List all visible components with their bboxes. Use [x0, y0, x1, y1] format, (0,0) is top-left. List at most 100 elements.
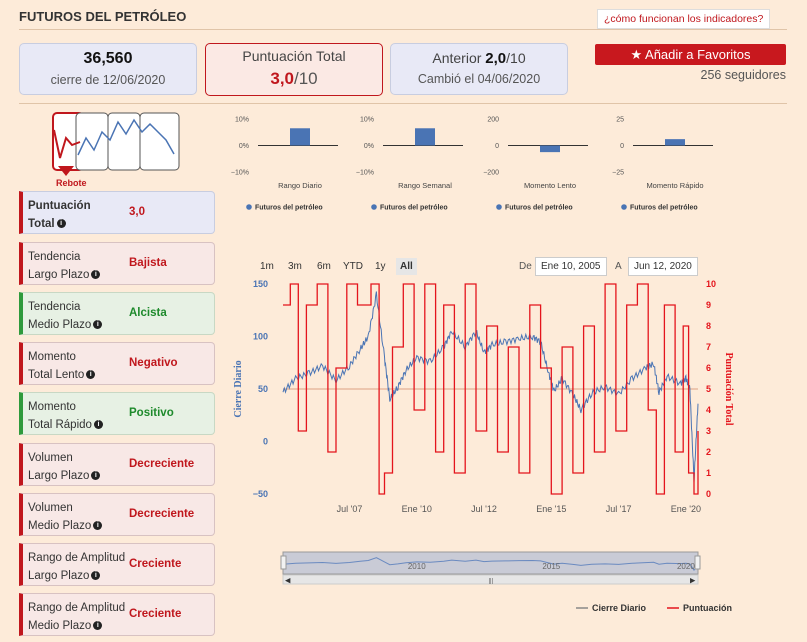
indicator-name-line2: Medio Plazo — [28, 520, 92, 532]
info-icon[interactable]: i — [93, 521, 103, 531]
mini-chart-label: Momento Rápido — [646, 181, 703, 190]
star-icon: ★ — [630, 47, 643, 62]
from-date-label: De — [519, 261, 532, 272]
indicator-row[interactable]: Tendencia Medio Plazo i Alcista — [19, 292, 215, 335]
legend-puntuacion[interactable]: Puntuación — [683, 603, 732, 613]
indicator-name-line1: Volumen — [28, 452, 73, 464]
previous-caption: Cambió el 04/06/2020 — [417, 72, 541, 86]
navigator-tick: 2015 — [542, 562, 560, 571]
range-button[interactable]: All — [396, 258, 417, 275]
range-button[interactable]: 6m — [317, 261, 331, 272]
navigator-handle-left[interactable] — [280, 555, 287, 570]
info-icon[interactable]: i — [93, 420, 103, 430]
indicator-name: Rango de Amplitud Largo Plazo i — [28, 549, 128, 585]
indicator-row[interactable]: Tendencia Largo Plazo i Bajista — [19, 242, 215, 285]
scroll-grip-icon[interactable]: ||| — [489, 579, 494, 585]
navigator-handle-right[interactable] — [694, 555, 701, 570]
indicator-row[interactable]: Rango de Amplitud Medio Plazo i Creciente — [19, 593, 215, 636]
indicator-row[interactable]: Rango de Amplitud Largo Plazo i Creciente — [19, 543, 215, 586]
info-icon[interactable]: i — [93, 320, 103, 330]
scroll-left-icon[interactable]: ◀ — [285, 578, 291, 585]
indicator-name-line1: Puntuación — [28, 200, 91, 212]
add-favorites-button[interactable]: ★ Añadir a Favoritos — [595, 44, 786, 65]
mini-chart: 10% 0% −10% Rango Semanal Futuros del petról… — [356, 117, 463, 212]
indicator-value: 3,0 — [129, 206, 145, 218]
indicator-name-line2: Largo Plazo — [28, 570, 90, 582]
y2-tick: 4 — [706, 405, 711, 415]
mini-legend[interactable]: Futuros del petróleo — [255, 205, 323, 212]
info-icon[interactable]: i — [93, 621, 103, 631]
indicator-row[interactable]: Momento Total Lento i Negativo — [19, 342, 215, 385]
mini-legend[interactable]: Futuros del petróleo — [630, 205, 698, 212]
range-button[interactable]: 3m — [288, 261, 302, 272]
legend-cierre-diario[interactable]: Cierre Diario — [592, 603, 647, 613]
range-button[interactable]: 1m — [260, 261, 274, 272]
mini-legend[interactable]: Futuros del petróleo — [380, 205, 448, 212]
indicator-row[interactable]: Puntuación Total i 3,0 — [19, 191, 215, 234]
previous-box: Anterior 2,0/10 Cambió el 04/06/2020 — [390, 43, 568, 95]
mini-y-tick: −10% — [356, 170, 374, 177]
info-icon[interactable]: i — [91, 471, 101, 481]
indicator-value: Positivo — [129, 407, 174, 419]
to-date-input[interactable]: Jun 12, 2020 — [628, 257, 698, 276]
add-favorites-label: Añadir a Favoritos — [645, 47, 751, 62]
info-icon[interactable]: i — [56, 219, 66, 229]
x-tick: Jul '07 — [337, 504, 363, 514]
indicator-name-line2: Largo Plazo — [28, 470, 90, 482]
y-axis-title: Cierre Diario — [233, 360, 244, 417]
mini-chart-label: Rango Diario — [278, 181, 322, 190]
indicator-name: Tendencia Medio Plazo i — [28, 298, 128, 334]
indicator-name-line1: Tendencia — [28, 301, 81, 313]
info-icon[interactable]: i — [91, 571, 101, 581]
mini-y-tick: −25 — [612, 170, 624, 177]
y2-tick: 7 — [706, 342, 711, 352]
indicator-name-line2: Total — [28, 218, 55, 230]
y-tick: 50 — [258, 384, 268, 394]
score-suffix: /10 — [294, 69, 318, 88]
from-date-input[interactable]: Ene 10, 2005 — [535, 257, 607, 276]
info-icon[interactable]: i — [91, 270, 101, 280]
indicator-row[interactable]: Volumen Medio Plazo i Decreciente — [19, 493, 215, 536]
legend-dot — [621, 204, 627, 210]
mini-bar — [665, 139, 685, 146]
mini-y-tick: 0% — [364, 143, 374, 150]
indicator-name-line1: Momento — [28, 351, 76, 363]
pattern-frame-2 — [75, 112, 109, 171]
navigator-scrollbar[interactable] — [282, 574, 699, 585]
help-link[interactable]: ¿cómo funcionan los indicadores? — [597, 9, 771, 29]
x-tick: Jul '17 — [606, 504, 632, 514]
indicator-value: Negativo — [129, 357, 178, 369]
legend-dot — [371, 204, 377, 210]
y2-tick: 6 — [706, 363, 711, 373]
previous-label: Anterior — [432, 50, 482, 66]
mini-legend[interactable]: Futuros del petróleo — [505, 205, 573, 212]
mini-chart: 200 0 −200 Momento Lento Futuros del petróle… — [483, 117, 588, 212]
scroll-right-icon[interactable]: ▶ — [690, 578, 696, 585]
range-button[interactable]: 1y — [375, 261, 386, 272]
previous-value: 2,0 — [485, 50, 507, 67]
indicator-name-line2: Largo Plazo — [28, 269, 90, 281]
y-tick: −50 — [253, 489, 268, 499]
indicator-name: Rango de Amplitud Medio Plazo i — [28, 599, 128, 635]
page-title: FUTUROS DEL PETRÓLEO — [19, 9, 187, 24]
indicator-value: Alcista — [129, 307, 167, 319]
mini-chart: 25 0 −25 Momento Rápido Futuros del petróleo — [612, 117, 713, 212]
indicator-value: Creciente — [129, 608, 182, 620]
indicator-name: Puntuación Total i — [28, 197, 128, 233]
mini-chart-label: Momento Lento — [524, 181, 576, 190]
indicator-name-line1: Momento — [28, 401, 76, 413]
mini-y-tick: 0 — [620, 143, 624, 150]
pattern-frame-4 — [139, 112, 180, 171]
y-tick: 100 — [253, 332, 268, 342]
mini-bar — [540, 145, 560, 153]
indicator-value: Creciente — [129, 558, 182, 570]
x-tick: Ene '15 — [536, 504, 566, 514]
indicator-row[interactable]: Volumen Largo Plazo i Decreciente — [19, 443, 215, 486]
info-icon[interactable]: i — [86, 370, 96, 380]
navigator-tick: 2010 — [408, 562, 426, 571]
y2-tick: 5 — [706, 384, 711, 394]
range-button[interactable]: YTD — [343, 261, 363, 272]
mini-y-tick: 0% — [239, 143, 249, 150]
indicator-row[interactable]: Momento Total Rápido i Positivo — [19, 392, 215, 435]
